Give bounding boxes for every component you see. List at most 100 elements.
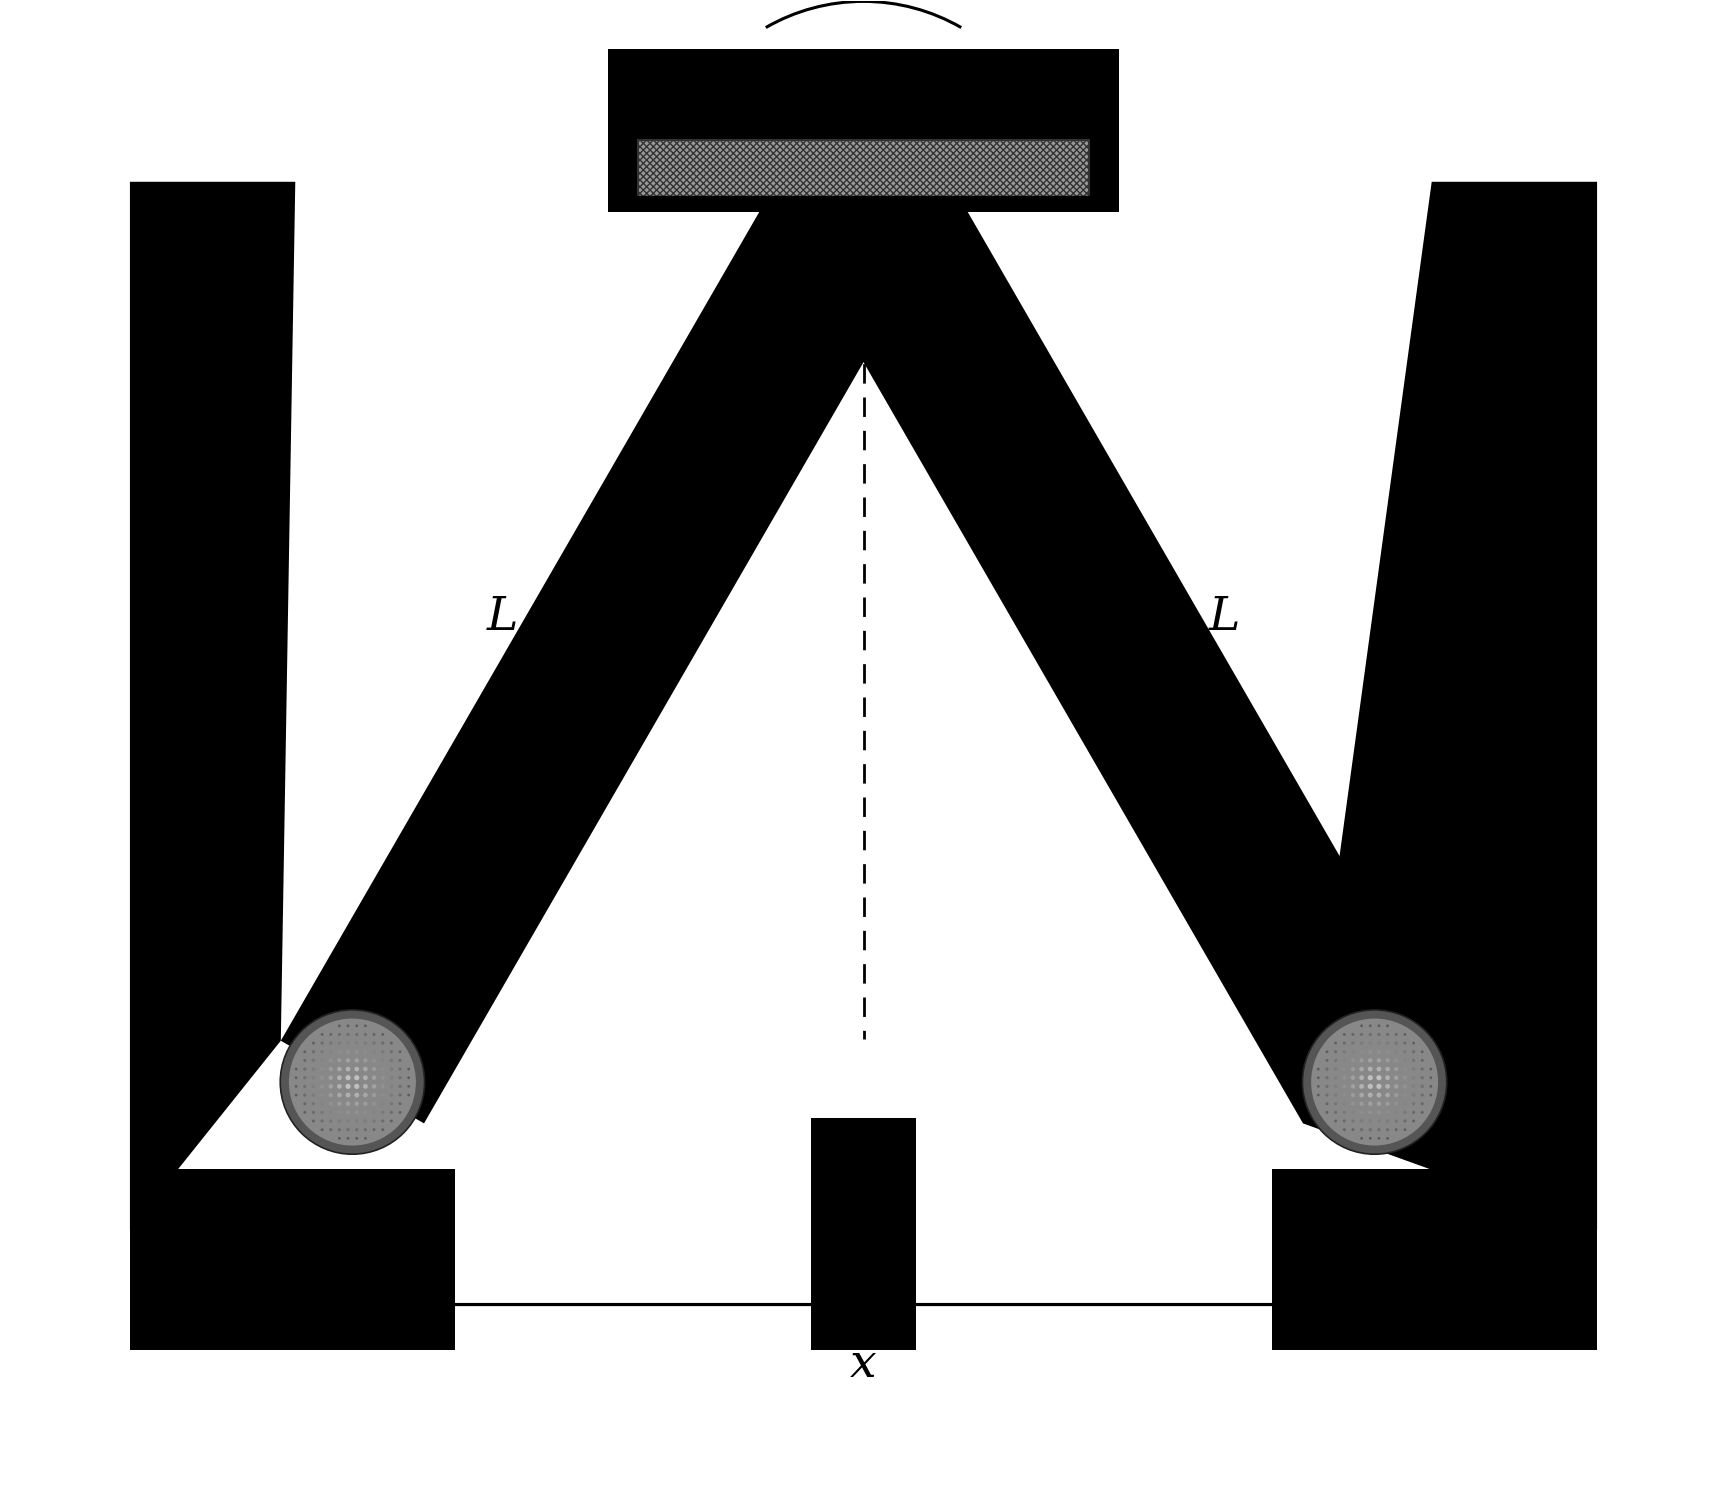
Polygon shape [793, 155, 1445, 1123]
Circle shape [1342, 1059, 1345, 1062]
Circle shape [1385, 1059, 1390, 1063]
Circle shape [1342, 1068, 1347, 1071]
Circle shape [363, 1075, 368, 1080]
Circle shape [328, 1093, 333, 1098]
Circle shape [354, 1093, 359, 1098]
Circle shape [1421, 1084, 1423, 1087]
Circle shape [1402, 1050, 1408, 1054]
Circle shape [382, 1128, 383, 1131]
Circle shape [328, 1102, 333, 1105]
Circle shape [1302, 1011, 1447, 1154]
Circle shape [1351, 1050, 1354, 1054]
Circle shape [1344, 1128, 1345, 1131]
Circle shape [1359, 1101, 1364, 1105]
Circle shape [1359, 1059, 1364, 1063]
Circle shape [1325, 1084, 1328, 1087]
Circle shape [399, 1050, 401, 1053]
Circle shape [304, 1077, 306, 1080]
Circle shape [371, 1075, 376, 1080]
Circle shape [338, 1033, 340, 1036]
Circle shape [1421, 1077, 1423, 1080]
Circle shape [1368, 1084, 1373, 1089]
Circle shape [1378, 1033, 1380, 1036]
Circle shape [304, 1102, 306, 1105]
Circle shape [1421, 1111, 1423, 1114]
Circle shape [1368, 1075, 1373, 1080]
Circle shape [1413, 1059, 1414, 1062]
Circle shape [1411, 1084, 1416, 1089]
Circle shape [1342, 1119, 1345, 1122]
Circle shape [408, 1077, 409, 1080]
Circle shape [319, 1110, 325, 1114]
Circle shape [345, 1041, 351, 1045]
Circle shape [1411, 1068, 1416, 1071]
Circle shape [363, 1084, 368, 1089]
Circle shape [363, 1066, 368, 1071]
Circle shape [1325, 1093, 1328, 1096]
Circle shape [1333, 1111, 1337, 1114]
Circle shape [319, 1102, 325, 1105]
Circle shape [1368, 1093, 1373, 1098]
Circle shape [295, 1084, 297, 1087]
Circle shape [408, 1084, 409, 1087]
Polygon shape [812, 1117, 915, 1349]
Circle shape [304, 1059, 306, 1062]
Circle shape [1344, 1033, 1345, 1036]
Circle shape [399, 1093, 402, 1096]
Circle shape [304, 1068, 306, 1071]
Circle shape [1394, 1110, 1399, 1114]
Circle shape [1413, 1111, 1414, 1114]
Circle shape [1376, 1110, 1382, 1114]
Circle shape [1359, 1093, 1364, 1098]
Circle shape [390, 1068, 394, 1071]
Circle shape [1402, 1093, 1408, 1096]
Circle shape [382, 1050, 385, 1054]
Circle shape [1394, 1084, 1399, 1089]
Circle shape [337, 1110, 342, 1114]
Circle shape [1370, 1024, 1371, 1027]
Circle shape [371, 1066, 376, 1071]
Circle shape [304, 1111, 306, 1114]
Circle shape [356, 1128, 359, 1131]
Circle shape [337, 1041, 342, 1045]
Circle shape [337, 1119, 342, 1123]
Circle shape [1368, 1066, 1373, 1071]
Circle shape [321, 1119, 323, 1122]
Circle shape [373, 1110, 376, 1114]
Circle shape [364, 1128, 368, 1131]
Circle shape [1359, 1075, 1364, 1080]
Circle shape [382, 1033, 383, 1036]
Circle shape [1325, 1102, 1328, 1105]
Text: q: q [1368, 1236, 1397, 1282]
Polygon shape [130, 182, 295, 1229]
Circle shape [1402, 1059, 1408, 1062]
Circle shape [380, 1084, 385, 1089]
Polygon shape [130, 1169, 454, 1349]
Circle shape [363, 1093, 368, 1098]
Circle shape [364, 1119, 368, 1123]
Circle shape [1421, 1059, 1423, 1062]
Circle shape [1385, 1101, 1390, 1105]
Circle shape [1376, 1066, 1382, 1071]
Circle shape [1342, 1102, 1345, 1105]
Circle shape [354, 1050, 359, 1054]
Circle shape [1430, 1077, 1432, 1080]
Circle shape [1413, 1050, 1414, 1053]
Circle shape [1387, 1137, 1389, 1140]
Circle shape [1413, 1102, 1414, 1105]
Circle shape [1318, 1093, 1319, 1096]
Circle shape [328, 1066, 333, 1071]
Circle shape [390, 1111, 394, 1114]
Circle shape [399, 1059, 402, 1062]
Circle shape [363, 1110, 368, 1114]
Circle shape [347, 1024, 349, 1027]
Circle shape [1333, 1102, 1337, 1105]
Circle shape [1361, 1137, 1363, 1140]
Circle shape [371, 1093, 376, 1098]
Circle shape [373, 1041, 376, 1045]
Circle shape [1430, 1068, 1432, 1071]
Circle shape [1402, 1102, 1408, 1105]
Circle shape [345, 1084, 351, 1089]
Circle shape [371, 1084, 376, 1089]
Circle shape [1421, 1050, 1423, 1053]
